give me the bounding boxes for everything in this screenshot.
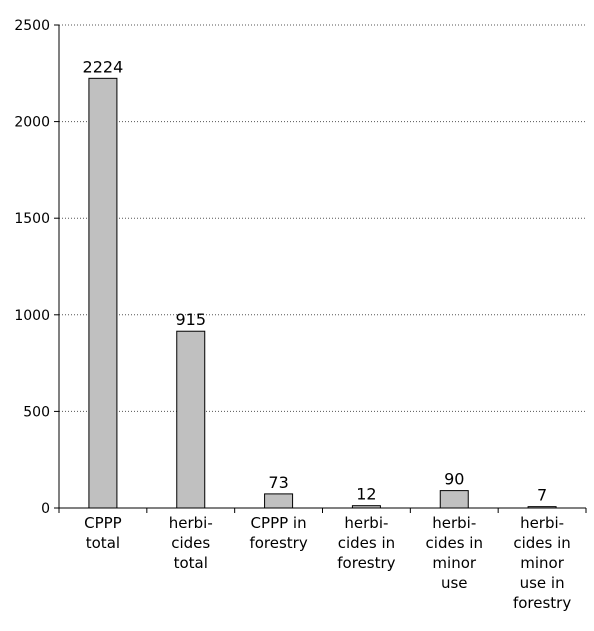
y-tick-label: 2000 — [14, 115, 50, 131]
y-tick-label: 1000 — [14, 308, 50, 324]
data-label: 12 — [356, 485, 376, 504]
axes — [54, 24, 587, 513]
data-label: 90 — [444, 470, 464, 489]
bar — [88, 77, 118, 509]
data-label: 73 — [268, 473, 288, 492]
gridlines — [59, 24, 586, 412]
y-tick-label: 1500 — [14, 211, 50, 227]
bar — [176, 330, 206, 509]
data-label: 7 — [537, 486, 547, 505]
x-tick-label: herbi-cides in minor use — [426, 514, 483, 592]
y-tick-label: 500 — [23, 404, 50, 420]
data-label: 2224 — [83, 57, 124, 76]
x-tick-label: herbi-cides in minor use in forestry — [513, 514, 571, 612]
x-tick-label: herbi-cides in forestry — [337, 514, 395, 572]
data-label: 915 — [175, 310, 206, 329]
x-tick-label: CPPP in forestry — [249, 514, 307, 552]
labels: 0 500 1000 1500 2000 2500 2224 CPPP total 915 herb… — [14, 18, 571, 612]
y-tick-label: 0 — [41, 501, 50, 517]
x-tick-label: CPPP total — [84, 514, 122, 552]
bar — [264, 493, 294, 509]
x-tick-label: herbi-cides total — [169, 514, 213, 572]
y-tick-label: 2500 — [14, 18, 50, 34]
bars — [88, 77, 557, 509]
bar — [439, 490, 469, 509]
